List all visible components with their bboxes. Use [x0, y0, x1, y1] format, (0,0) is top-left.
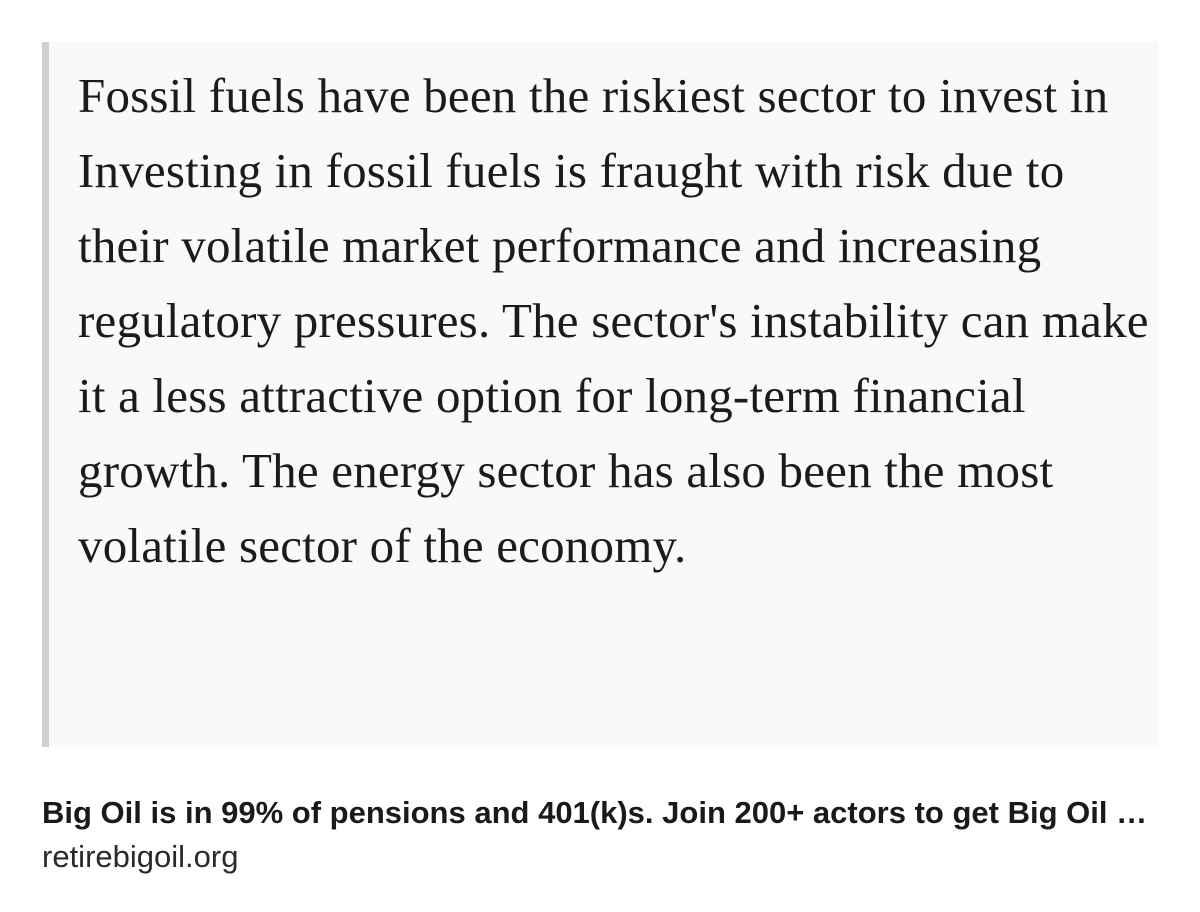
link-meta: Big Oil is in 99% of pensions and 401(k)…	[42, 792, 1158, 876]
link-title[interactable]: Big Oil is in 99% of pensions and 401(k)…	[42, 795, 1152, 830]
link-domain[interactable]: retirebigoil.org	[42, 839, 239, 874]
link-preview-card[interactable]: Fossil fuels have been the riskiest sect…	[42, 42, 1158, 882]
quote-body: Investing in fossil fuels is fraught wit…	[78, 143, 1149, 573]
quote-title: Fossil fuels have been the riskiest sect…	[78, 68, 1109, 123]
quote-block: Fossil fuels have been the riskiest sect…	[42, 42, 1158, 747]
quote-text: Fossil fuels have been the riskiest sect…	[78, 58, 1158, 583]
